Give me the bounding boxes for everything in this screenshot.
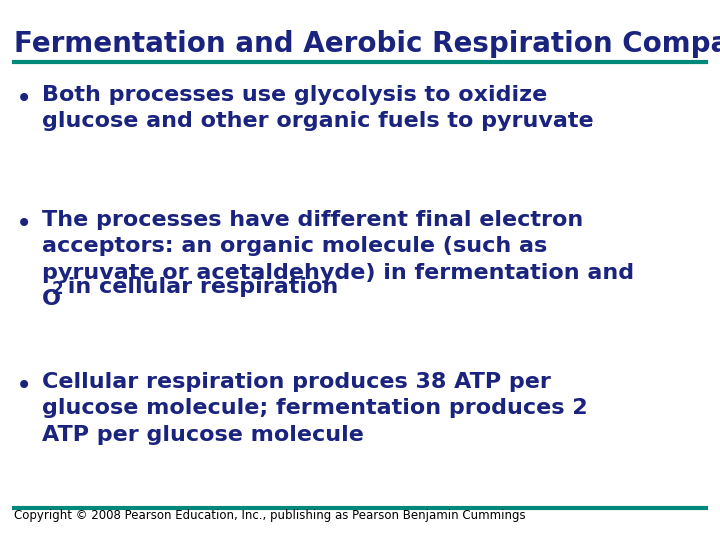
Text: •: • — [16, 372, 32, 400]
Text: Cellular respiration produces 38 ATP per
glucose molecule; fermentation produces: Cellular respiration produces 38 ATP per… — [42, 372, 588, 445]
Text: Fermentation and Aerobic Respiration Compared: Fermentation and Aerobic Respiration Com… — [14, 30, 720, 58]
Text: Both processes use glycolysis to oxidize
glucose and other organic fuels to pyru: Both processes use glycolysis to oxidize… — [42, 85, 593, 131]
Text: Copyright © 2008 Pearson Education, Inc., publishing as Pearson Benjamin Cumming: Copyright © 2008 Pearson Education, Inc.… — [14, 509, 526, 522]
Text: The processes have different final electron
acceptors: an organic molecule (such: The processes have different final elect… — [42, 210, 634, 309]
Text: •: • — [16, 85, 32, 113]
Text: •: • — [16, 210, 32, 238]
Text: in cellular respiration: in cellular respiration — [60, 277, 338, 297]
Text: 2: 2 — [52, 280, 63, 298]
